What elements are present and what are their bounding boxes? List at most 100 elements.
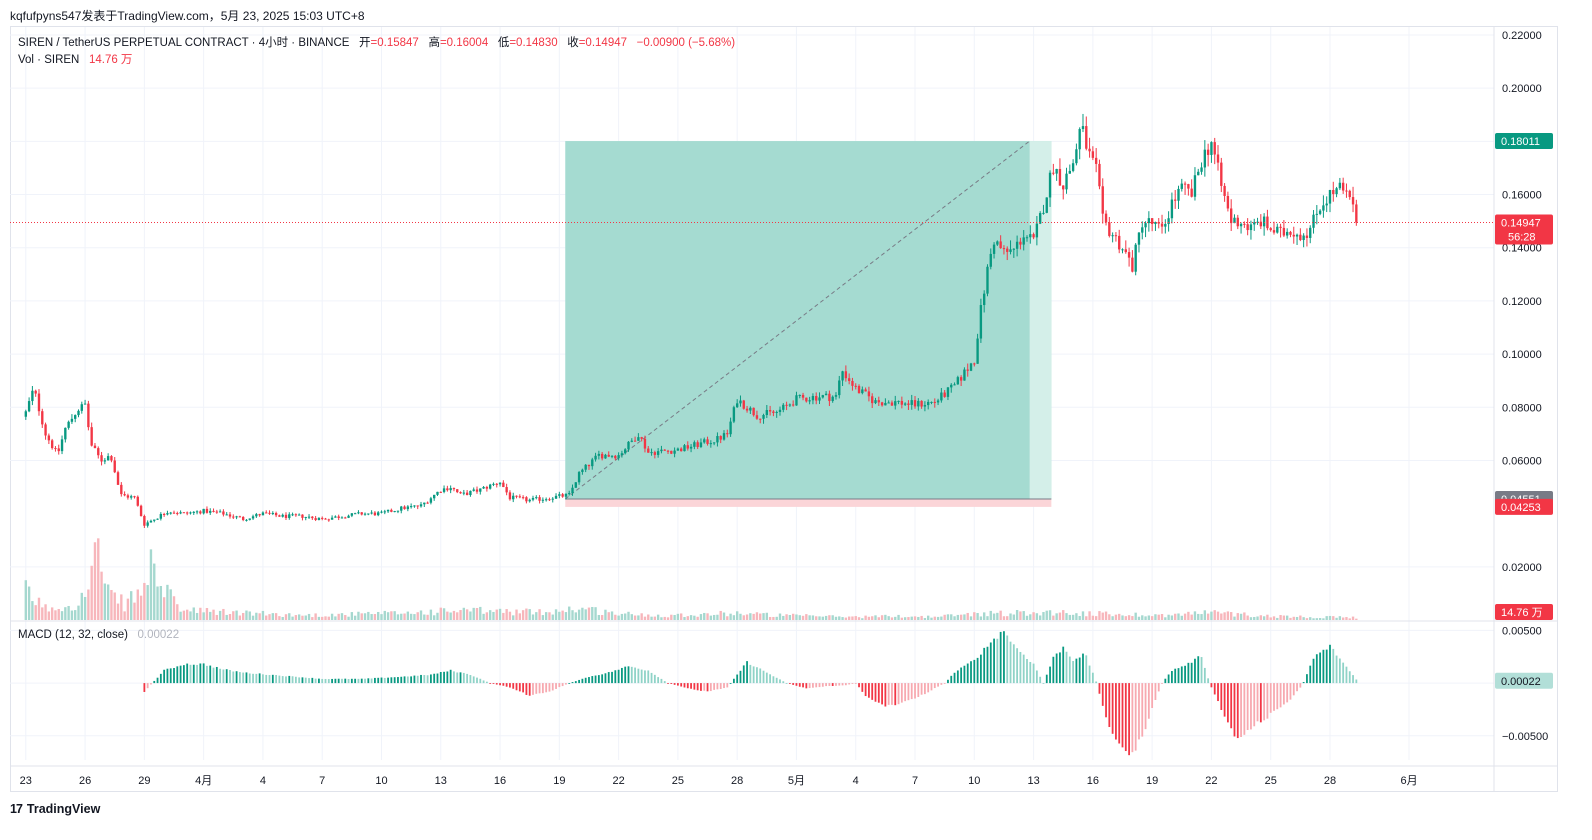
macd-bar: [555, 683, 557, 689]
volume-bar: [172, 596, 176, 620]
volume-bar: [660, 617, 663, 620]
volume-bar: [353, 615, 357, 620]
volume-bar: [251, 615, 255, 620]
volume-bar: [265, 615, 268, 620]
volume-bar: [709, 615, 713, 620]
macd-bar: [1210, 683, 1213, 688]
macd-bar: [449, 669, 452, 684]
candle: [1230, 208, 1233, 224]
volume-bar: [1055, 613, 1058, 620]
macd-bar: [983, 647, 986, 684]
candle: [1289, 231, 1292, 235]
candle: [446, 488, 449, 491]
candle: [311, 516, 314, 519]
macd-bar: [838, 683, 841, 686]
volume-bar: [871, 616, 874, 620]
candle: [594, 455, 597, 460]
macd-bar: [729, 683, 732, 684]
candle: [419, 504, 423, 507]
macd-bar: [143, 683, 146, 692]
volume-bar: [1019, 611, 1022, 620]
candle: [739, 400, 742, 404]
candle: [1269, 228, 1272, 231]
candle: [403, 506, 406, 510]
macd-bar: [390, 677, 393, 684]
candle: [1121, 249, 1124, 251]
macd-bar: [887, 683, 890, 705]
candle: [1002, 248, 1006, 250]
candle: [209, 510, 212, 513]
candle: [106, 456, 110, 461]
volume-bar: [334, 616, 337, 620]
candle: [284, 514, 288, 518]
volume-bar: [139, 595, 143, 620]
volume-bar: [212, 609, 215, 620]
macd-bar: [1187, 662, 1190, 684]
candle: [245, 519, 248, 521]
candle: [762, 415, 765, 419]
candle: [153, 519, 156, 521]
macd-bar: [1253, 683, 1256, 727]
candle: [973, 363, 976, 365]
macd-bar: [1062, 646, 1065, 684]
price-tick-label: 0.08000: [1502, 402, 1542, 414]
macd-bar: [894, 683, 897, 706]
candle: [156, 518, 159, 520]
volume-bar: [1253, 616, 1256, 620]
macd-bar: [370, 678, 373, 684]
volume-bar: [350, 612, 354, 620]
candle: [1206, 149, 1210, 155]
macd-bar: [156, 677, 159, 684]
candle: [255, 514, 258, 517]
macd-bar: [601, 674, 604, 684]
volume-bar: [1012, 614, 1016, 620]
macd-bar: [1352, 675, 1354, 684]
volume-bar: [637, 615, 640, 620]
candle: [268, 512, 271, 514]
volume-bar: [1187, 611, 1190, 620]
volume-bar: [979, 616, 983, 620]
volume-bar: [258, 613, 261, 620]
macd-bar: [1088, 665, 1091, 684]
volume-bar: [1002, 616, 1006, 620]
volume-bar: [1305, 618, 1309, 620]
candle: [485, 486, 489, 489]
volume-bar: [469, 611, 472, 620]
macd-bar: [627, 666, 630, 684]
volume-bar: [433, 615, 436, 620]
candle: [1055, 168, 1058, 174]
candle: [1006, 248, 1009, 252]
macd-bar: [1065, 651, 1068, 684]
macd-bar: [380, 677, 383, 684]
volume-bar: [423, 614, 426, 620]
volume-bar: [261, 610, 265, 620]
macd-bar: [1240, 683, 1242, 737]
candle: [1094, 157, 1098, 164]
candle: [27, 401, 31, 412]
macd-bar: [304, 677, 307, 684]
candle: [979, 305, 983, 339]
volume-bar: [722, 612, 726, 620]
candle: [1150, 218, 1154, 225]
candle: [215, 511, 219, 513]
tradingview-logo[interactable]: 17 TradingView: [10, 802, 100, 816]
macd-bar: [337, 678, 340, 684]
volume-bar: [768, 616, 772, 620]
symbol-name[interactable]: SIREN / TetherUS PERPETUAL CONTRACT · 4小…: [18, 37, 350, 49]
candle: [726, 433, 729, 435]
macd-bar: [545, 683, 548, 693]
volume-bar: [1249, 617, 1253, 620]
macd-bar: [772, 676, 775, 684]
candle: [334, 516, 337, 518]
volume-bar: [568, 606, 571, 620]
volume-label[interactable]: Vol · SIREN: [18, 54, 80, 66]
macd-bar: [637, 668, 640, 684]
macd-bar: [518, 683, 521, 692]
macd-label[interactable]: MACD (12, 32, close): [18, 629, 128, 641]
macd-bar: [1273, 683, 1275, 711]
candle: [350, 513, 354, 516]
candle: [1302, 235, 1305, 241]
volume-bar: [538, 609, 541, 620]
candle: [959, 377, 963, 381]
